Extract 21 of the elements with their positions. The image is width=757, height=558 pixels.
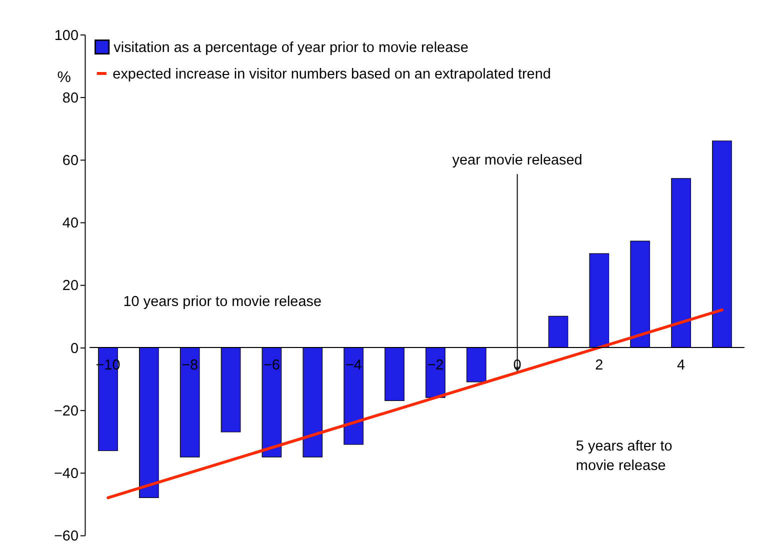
- y-tick-label: 100: [54, 28, 78, 44]
- y-tick-label: −40: [54, 466, 78, 482]
- y-tick-label: 0: [70, 340, 78, 357]
- y-tick-label: 20: [62, 278, 78, 294]
- annotation: 5 years after to movie release: [576, 438, 672, 474]
- x-tick-label: −2: [427, 358, 444, 374]
- x-tick-label: −4: [345, 358, 362, 374]
- x-tick-label: −6: [263, 358, 280, 374]
- annotation: 10 years prior to movie release: [123, 294, 322, 310]
- y-axis-title: %: [57, 69, 72, 86]
- y-tick-label: 60: [62, 152, 78, 169]
- x-tick-label: 4: [677, 358, 686, 374]
- y-tick-label: −20: [54, 403, 78, 420]
- y-tick-label: 80: [62, 90, 78, 106]
- annotation: year movie released: [452, 152, 582, 168]
- x-tick-label: −8: [182, 358, 198, 374]
- y-tick-label: 40: [62, 216, 78, 232]
- legend-label: expected increase in visitor numbers based on an extrapolated trend: [112, 66, 551, 82]
- y-tick-label: −60: [54, 528, 78, 545]
- legend-label: visitation as a percentage of year prior to movie release: [114, 40, 468, 56]
- x-tick-label: 2: [595, 358, 604, 374]
